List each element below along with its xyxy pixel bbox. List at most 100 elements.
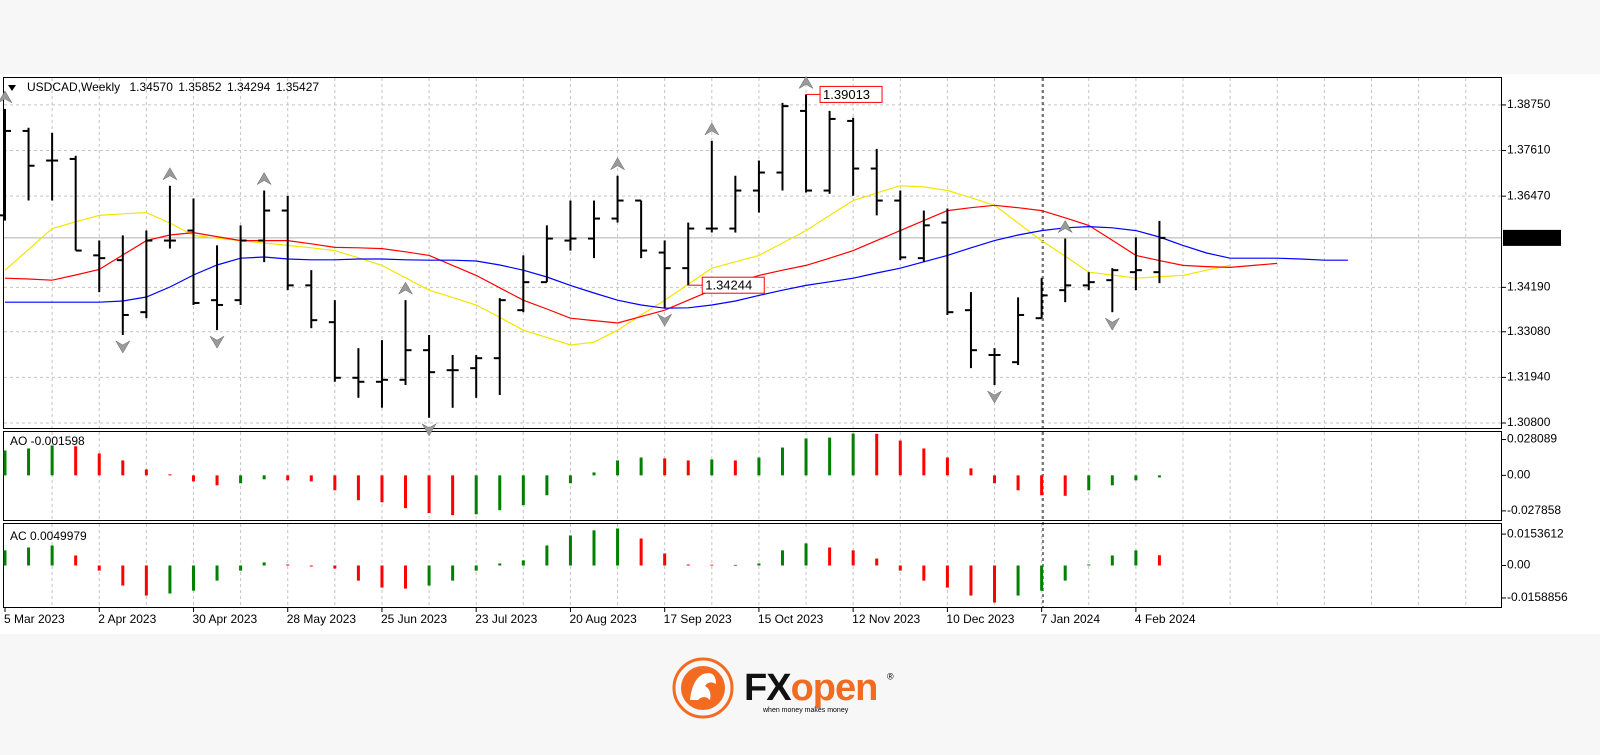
histogram-bar — [50, 545, 54, 566]
histogram-bar — [1157, 555, 1161, 566]
histogram-bar — [804, 543, 808, 566]
fractal-up — [609, 157, 626, 171]
ao-pane — [3, 431, 1502, 521]
histogram-bar — [1063, 475, 1067, 496]
histogram-bar — [474, 565, 478, 571]
histogram-bar — [639, 538, 643, 566]
histogram-bar — [780, 447, 784, 476]
y-tick-label: 1.34190 — [1507, 280, 1551, 294]
histogram-bar — [568, 535, 572, 566]
chart-window — [0, 74, 1600, 634]
histogram-bar — [1016, 565, 1020, 596]
histogram-bar — [993, 565, 997, 603]
histogram-bar — [993, 475, 997, 484]
brand-open: open — [791, 667, 878, 709]
histogram-bar — [3, 550, 7, 566]
histogram-bar — [1157, 475, 1161, 478]
fractal-up — [798, 75, 814, 90]
main-pane — [3, 77, 1502, 429]
fractal-down — [1104, 317, 1121, 331]
histogram-bar — [969, 565, 973, 596]
logo-dragon — [690, 673, 716, 700]
histogram-bar — [427, 565, 431, 586]
y-tick-label: 1.38750 — [1507, 97, 1551, 111]
x-tick-label: 2 Apr 2023 — [98, 612, 156, 626]
histogram-bar — [380, 475, 384, 503]
histogram-bar — [239, 565, 243, 571]
histogram-bar — [215, 565, 219, 581]
histogram-bar — [686, 564, 690, 566]
histogram-bar — [757, 563, 761, 566]
histogram-bar — [286, 475, 290, 481]
tagline: when money makes money — [762, 707, 849, 714]
histogram-bar — [404, 475, 408, 509]
high-price: 1.35852 — [178, 80, 222, 94]
histogram-bar — [875, 433, 879, 476]
histogram-bar — [333, 565, 337, 569]
histogram-bar — [1134, 475, 1138, 481]
annotation-box — [819, 85, 883, 103]
histogram-bar — [168, 565, 172, 594]
y-tick-label: 0.028089 — [1507, 432, 1557, 446]
low-price: 1.34294 — [227, 80, 271, 94]
histogram-bar — [356, 565, 360, 581]
symbol: USDCAD,Weekly — [27, 80, 120, 94]
histogram-bar — [1016, 475, 1020, 491]
histogram-bar — [733, 460, 737, 476]
histogram-bar — [451, 475, 455, 516]
x-tick-label: 10 Dec 2023 — [946, 612, 1014, 626]
histogram-bar — [710, 564, 714, 566]
y-tick-label: 0.00 — [1507, 558, 1531, 572]
histogram-bar — [663, 458, 667, 476]
histogram-bar — [121, 460, 125, 476]
ao-title: AO -0.001598 — [10, 434, 85, 448]
fractal-up — [704, 122, 720, 136]
histogram-bar — [780, 550, 784, 566]
histogram-bar — [851, 433, 855, 476]
x-tick-label: 20 Aug 2023 — [569, 612, 637, 626]
histogram-bar — [898, 440, 902, 476]
annotation-label: 1.34244 — [705, 278, 752, 293]
annotation-box — [701, 276, 765, 294]
histogram-bar — [1063, 565, 1067, 581]
symbol-menu-arrow[interactable] — [8, 85, 16, 91]
logo-ring — [672, 657, 734, 719]
last-price-label: 1.35427 — [1507, 231, 1551, 245]
last-price-box — [1503, 229, 1561, 246]
x-tick-label: 30 Apr 2023 — [192, 612, 257, 626]
histogram-bar — [545, 545, 549, 566]
histogram-bar — [1110, 475, 1114, 486]
y-tick-label: 1.36470 — [1507, 188, 1551, 202]
chart-header: USDCAD,Weekly 1.34570 1.35852 1.34294 1.… — [27, 80, 319, 94]
y-tick-label: 0.00 — [1507, 468, 1531, 482]
histogram-bar — [451, 565, 455, 581]
histogram-bar — [498, 563, 502, 566]
histogram-bar — [309, 565, 313, 567]
histogram-bar — [262, 475, 266, 480]
fractal-up — [0, 90, 13, 104]
histogram-bar — [710, 459, 714, 476]
histogram-bar — [286, 564, 290, 566]
histogram-bar — [922, 565, 926, 581]
y-tick-label: 1.37610 — [1507, 143, 1551, 157]
fxopen-logo: FXopen when money makes money ® — [672, 657, 894, 719]
histogram-bar — [215, 475, 219, 486]
x-tick-label: 7 Jan 2024 — [1041, 612, 1101, 626]
histogram-bar — [828, 547, 832, 566]
histogram-bar — [262, 562, 266, 566]
histogram-bar — [1110, 555, 1114, 566]
histogram-bar — [427, 475, 431, 514]
histogram-bar — [733, 564, 737, 566]
moving-average — [5, 225, 1348, 309]
histogram-bar — [1134, 550, 1138, 566]
histogram-bar — [1087, 564, 1091, 566]
histogram-bar — [356, 475, 360, 501]
y-tick-label: 1.33080 — [1507, 324, 1551, 338]
histogram-bar — [144, 565, 148, 596]
brand: FXopen — [744, 667, 877, 709]
histogram-bar — [191, 565, 195, 591]
x-tick-label: 4 Feb 2024 — [1135, 612, 1196, 626]
moving-average — [4, 204, 1278, 324]
histogram-bar — [498, 475, 502, 511]
